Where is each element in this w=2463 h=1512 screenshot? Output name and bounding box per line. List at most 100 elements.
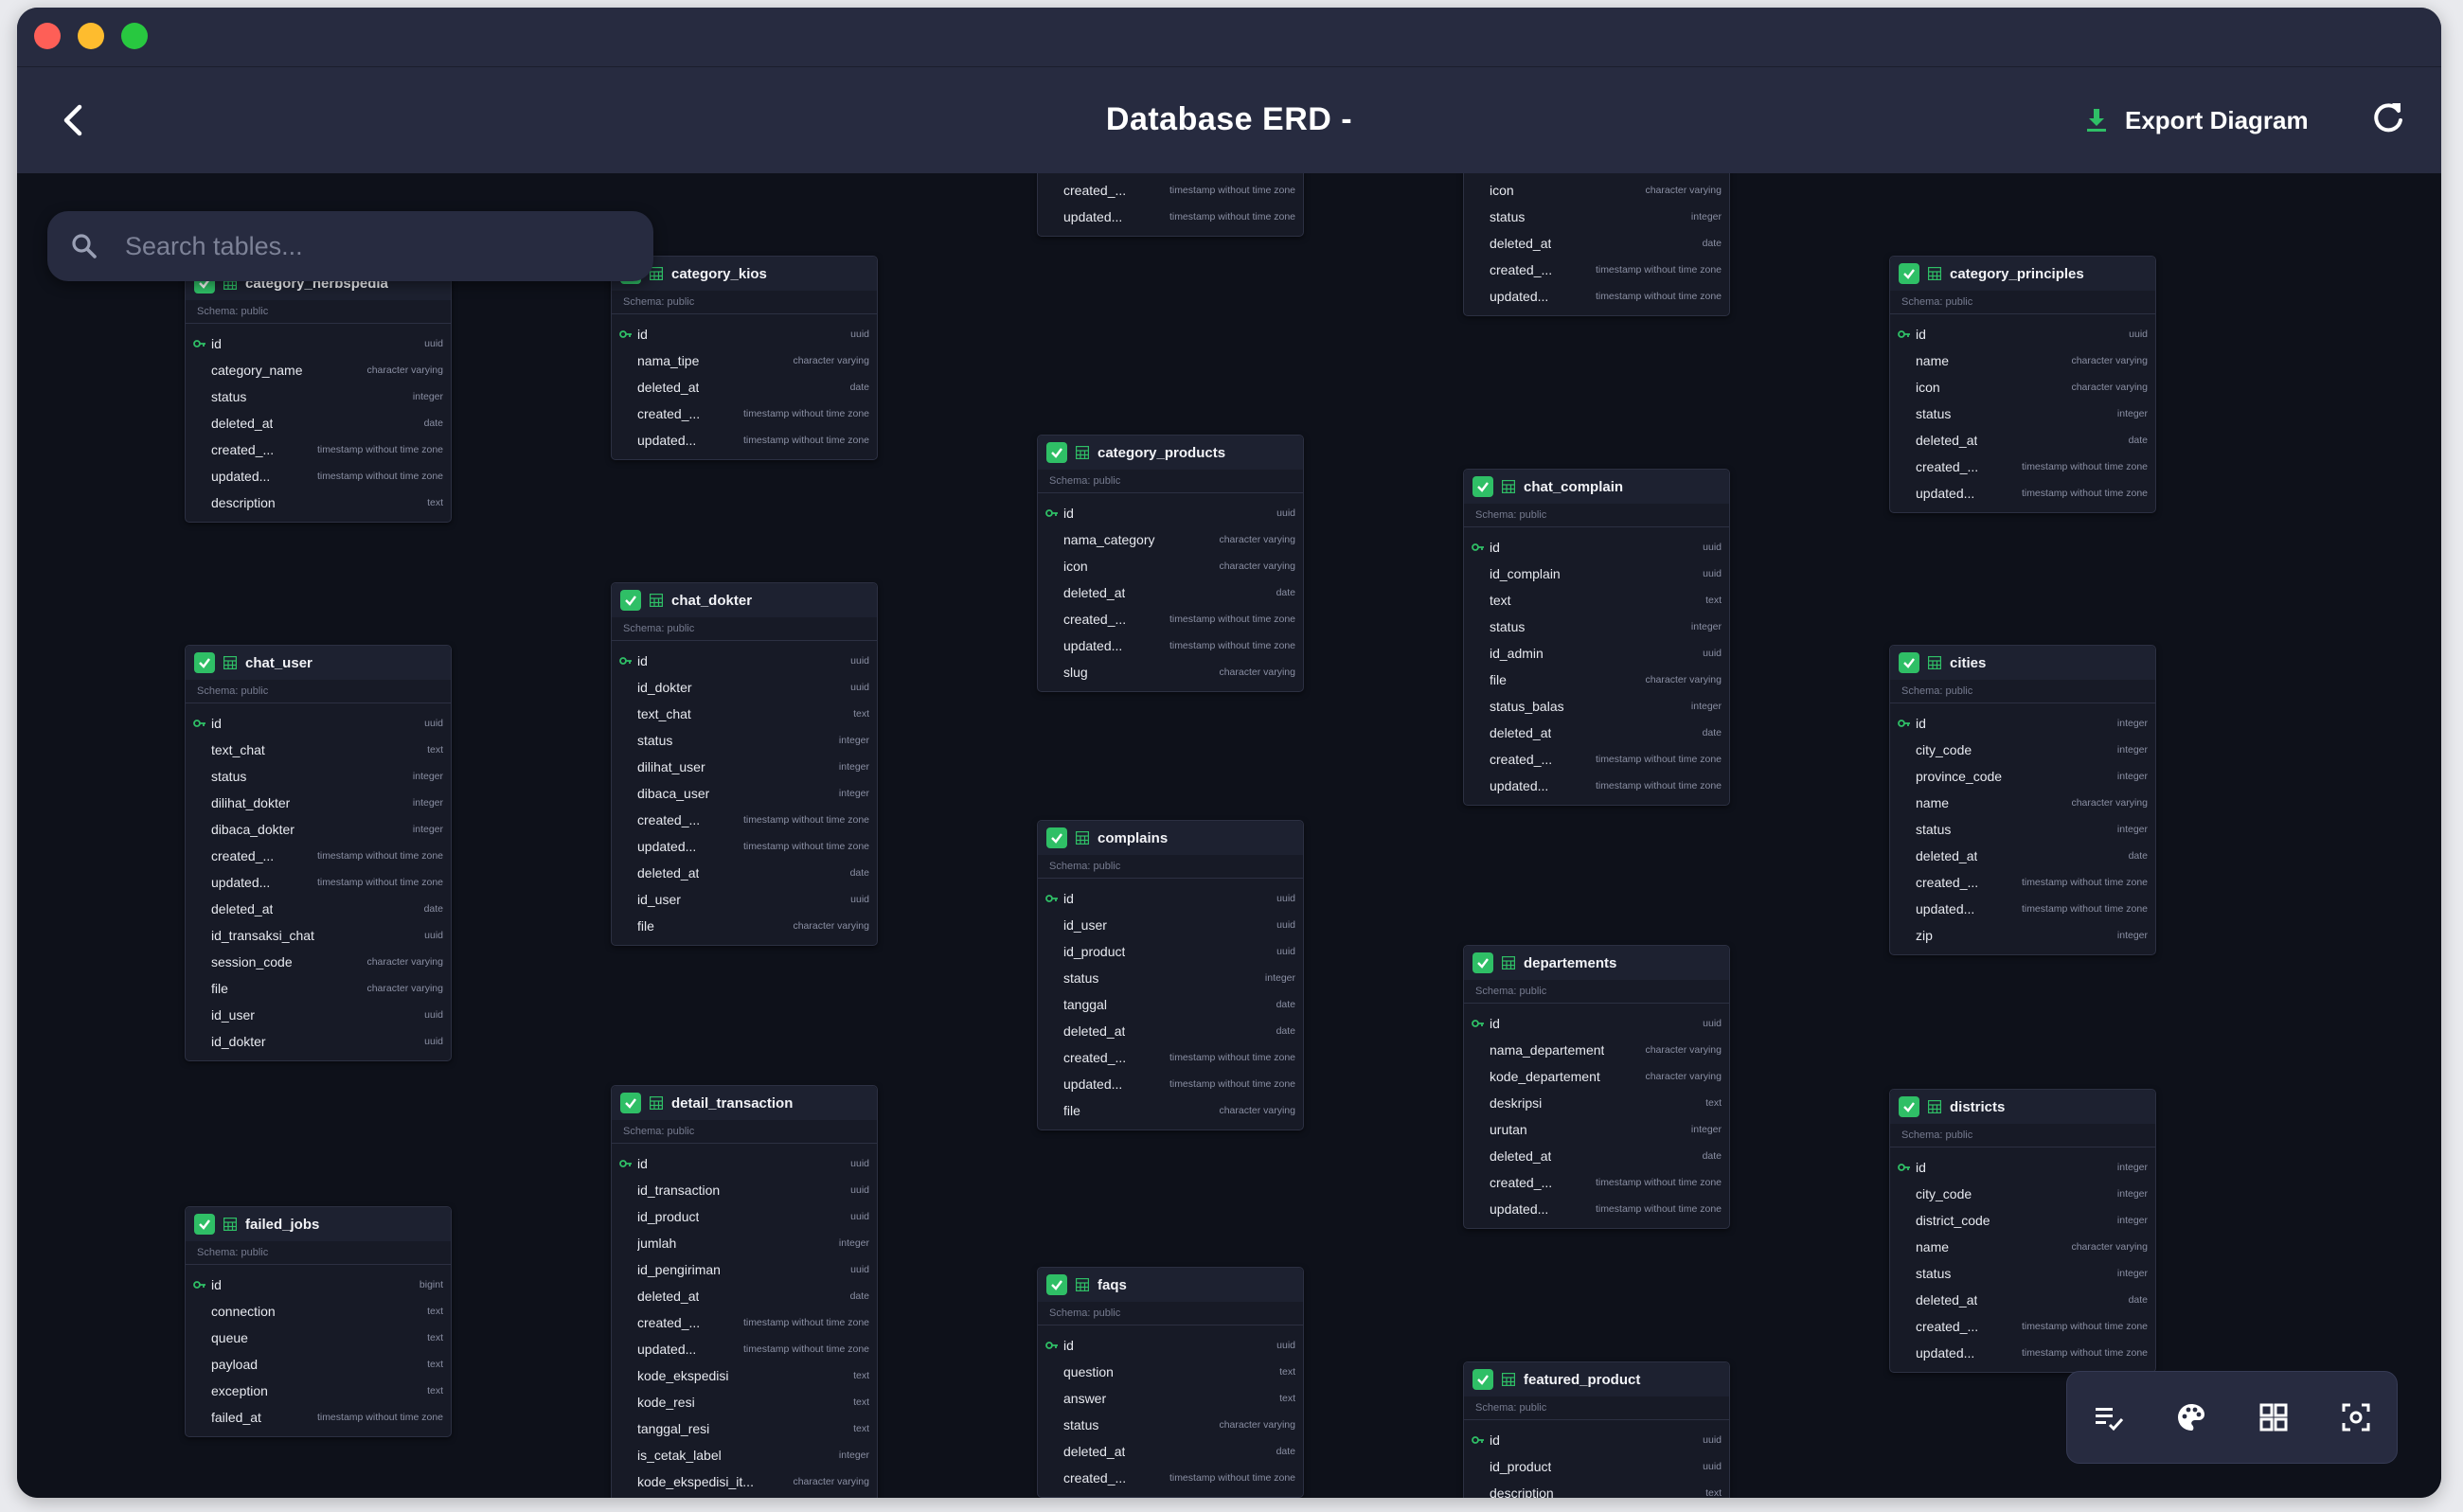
table-header[interactable]: complains xyxy=(1038,821,1303,855)
column-row[interactable]: id uuid xyxy=(1464,534,1729,560)
table-header[interactable]: cities xyxy=(1890,646,2155,680)
back-button[interactable] xyxy=(53,99,95,141)
table-card[interactable]: category_kios Schema: public id uuid nama_ti… xyxy=(611,256,878,460)
column-row[interactable]: urutan integer xyxy=(1464,1116,1729,1143)
auto-layout-button[interactable] xyxy=(2256,1399,2292,1435)
column-row[interactable]: status integer xyxy=(186,763,451,790)
erd-canvas[interactable]: districts Schema: public id integer city_cod… xyxy=(17,173,2441,1498)
column-row[interactable]: created_... timestamp without time zone xyxy=(1038,1465,1303,1491)
column-row[interactable]: id_user uuid xyxy=(186,1002,451,1028)
column-row[interactable]: updated... timestamp without time zone xyxy=(1890,480,2155,507)
checkbox-icon[interactable] xyxy=(620,590,641,611)
column-row[interactable]: file character varying xyxy=(1464,667,1729,693)
column-row[interactable]: updated... timestamp without time zone xyxy=(186,463,451,489)
column-row[interactable]: id_transaction uuid xyxy=(612,1177,877,1203)
column-row[interactable]: id_product uuid xyxy=(1038,938,1303,965)
column-row[interactable]: file character varying xyxy=(1038,1097,1303,1124)
column-row[interactable]: deleted_at date xyxy=(1464,1143,1729,1169)
column-row[interactable]: category_name character varying xyxy=(186,357,451,383)
column-row[interactable]: id_complain uuid xyxy=(1464,560,1729,587)
column-row[interactable]: id integer xyxy=(1890,1154,2155,1181)
column-row[interactable]: id uuid xyxy=(612,1150,877,1177)
column-row[interactable]: created_... timestamp without time zone xyxy=(1038,1044,1303,1071)
column-row[interactable]: deleted_at date xyxy=(186,896,451,922)
column-row[interactable]: created_... timestamp without time zone xyxy=(1464,1169,1729,1196)
refresh-button[interactable] xyxy=(2367,98,2409,139)
table-header[interactable]: districts xyxy=(1890,1090,2155,1124)
column-row[interactable]: id_admin uuid xyxy=(1464,640,1729,667)
column-row[interactable]: id_transaksi_chat uuid xyxy=(186,922,451,949)
column-row[interactable]: nama_departement character varying xyxy=(1464,1037,1729,1063)
column-row[interactable]: created_... timestamp without time zone xyxy=(1464,257,1729,283)
column-row[interactable]: updated... timestamp without time zone xyxy=(1038,204,1303,230)
checkbox-icon[interactable] xyxy=(194,1214,215,1235)
column-row[interactable]: status integer xyxy=(1464,204,1729,230)
toggle-columns-button[interactable] xyxy=(2091,1399,2127,1435)
column-row[interactable]: created_... timestamp without time zone xyxy=(612,1309,877,1336)
column-row[interactable]: text text xyxy=(1464,587,1729,614)
column-row[interactable]: created_... timestamp without time zone xyxy=(1890,869,2155,896)
table-card[interactable]: featured_product Schema: public id uuid id_p… xyxy=(1463,1361,1730,1498)
column-row[interactable]: icon character varying xyxy=(1038,553,1303,579)
column-row[interactable]: id_user uuid xyxy=(612,886,877,913)
checkbox-icon[interactable] xyxy=(1899,652,1919,673)
column-row[interactable]: updated... timestamp without time zone xyxy=(1038,1071,1303,1097)
column-row[interactable]: id uuid xyxy=(1038,500,1303,526)
table-header[interactable]: featured_product xyxy=(1464,1362,1729,1396)
column-row[interactable]: id uuid xyxy=(186,330,451,357)
column-row[interactable]: is_cetak_label integer xyxy=(612,1442,877,1468)
column-row[interactable]: created_... timestamp without time zone xyxy=(1890,454,2155,480)
maximize-window-button[interactable] xyxy=(121,23,148,49)
column-row[interactable]: text_chat text xyxy=(612,701,877,727)
table-card[interactable]: category_principles Schema: public id uuid n… xyxy=(1889,256,2156,513)
column-row[interactable]: kode_ekspedisi text xyxy=(612,1362,877,1389)
column-row[interactable]: deleted_at date xyxy=(612,860,877,886)
column-row[interactable]: deleted_at date xyxy=(1890,1287,2155,1313)
table-header[interactable]: departements xyxy=(1464,946,1729,980)
column-row[interactable]: status integer xyxy=(1890,400,2155,427)
table-card[interactable]: failed_jobs Schema: public id bigint connect… xyxy=(185,1206,452,1437)
column-row[interactable]: created_... timestamp without time zone xyxy=(186,436,451,463)
column-row[interactable]: updated... timestamp without time zone xyxy=(1464,773,1729,799)
table-card[interactable]: detail_transaction Schema: public id uuid id… xyxy=(611,1085,878,1498)
column-row[interactable]: answer text xyxy=(1038,1385,1303,1412)
column-row[interactable]: status integer xyxy=(612,727,877,754)
table-card[interactable]: cities Schema: public id integer city_code in… xyxy=(1889,645,2156,955)
column-row[interactable]: tanggal_resi text xyxy=(612,1415,877,1442)
search-input[interactable] xyxy=(123,230,638,262)
column-row[interactable]: id uuid xyxy=(612,321,877,347)
table-card[interactable]: chat_user Schema: public id uuid text_chat te… xyxy=(185,645,452,1061)
column-row[interactable]: id_dokter uuid xyxy=(612,674,877,701)
close-window-button[interactable] xyxy=(34,23,61,49)
column-row[interactable]: name character varying xyxy=(1890,790,2155,816)
column-row[interactable]: id uuid xyxy=(1890,321,2155,347)
column-row[interactable]: id_user uuid xyxy=(1038,912,1303,938)
column-row[interactable]: status integer xyxy=(1464,614,1729,640)
checkbox-icon[interactable] xyxy=(1046,442,1067,463)
column-row[interactable]: payload text xyxy=(186,1351,451,1378)
column-row[interactable]: icon character varying xyxy=(1464,177,1729,204)
column-row[interactable]: id_pengiriman uuid xyxy=(612,1256,877,1283)
column-row[interactable]: status integer xyxy=(1890,816,2155,843)
column-row[interactable]: description text xyxy=(186,489,451,516)
table-card[interactable]: faqs Schema: public id uuid question text answ… xyxy=(1037,1267,1304,1498)
column-row[interactable]: deskripsi text xyxy=(1464,1090,1729,1116)
column-row[interactable]: created_... timestamp without time zone xyxy=(1890,1313,2155,1340)
checkbox-icon[interactable] xyxy=(1046,827,1067,848)
column-row[interactable]: id uuid xyxy=(612,648,877,674)
column-row[interactable]: created_... timestamp without time zone xyxy=(612,807,877,833)
column-row[interactable]: dilihat_user integer xyxy=(612,754,877,780)
column-row[interactable]: name character varying xyxy=(1890,347,2155,374)
column-row[interactable]: status_balas integer xyxy=(1464,693,1729,720)
column-row[interactable]: status integer xyxy=(1890,1260,2155,1287)
column-row[interactable]: updated... timestamp without time zone xyxy=(1464,1196,1729,1222)
table-header[interactable]: failed_jobs xyxy=(186,1207,451,1241)
column-row[interactable]: dibaca_dokter integer xyxy=(186,816,451,843)
column-row[interactable]: deleted_at date xyxy=(1890,843,2155,869)
column-row[interactable]: deleted_at date xyxy=(612,374,877,400)
column-row[interactable]: updated... timestamp without time zone xyxy=(612,427,877,454)
table-header[interactable]: chat_complain xyxy=(1464,470,1729,504)
column-row[interactable]: created_... timestamp without time zone xyxy=(1038,606,1303,632)
column-row[interactable]: zip integer xyxy=(1890,922,2155,949)
checkbox-icon[interactable] xyxy=(1899,263,1919,284)
